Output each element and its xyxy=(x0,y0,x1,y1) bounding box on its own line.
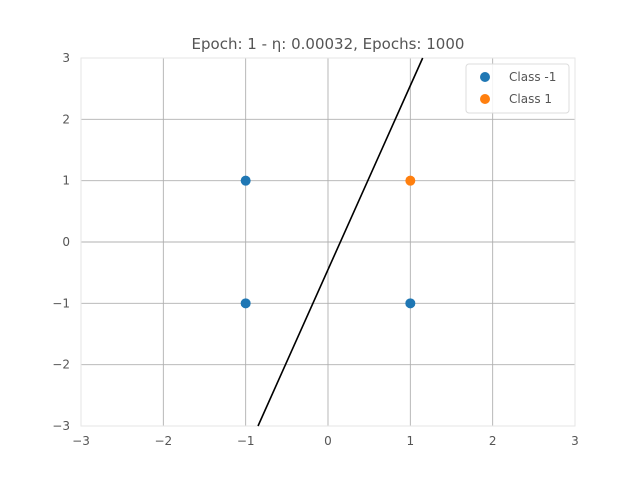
y-tick-label: −2 xyxy=(52,358,70,372)
data-points-layer xyxy=(240,175,416,309)
x-tick-label: −1 xyxy=(237,434,255,448)
x-tick-label: 1 xyxy=(407,434,415,448)
tick-labels: −3 −2 −1 0 1 2 3 −3 −2 −1 0 1 2 3 xyxy=(52,51,579,448)
data-point xyxy=(240,175,251,186)
axes-border xyxy=(80,57,576,427)
legend-marker xyxy=(480,72,490,82)
legend-label: Class 1 xyxy=(509,92,552,106)
legend-box xyxy=(465,63,570,114)
x-tick-label: 2 xyxy=(489,434,497,448)
data-point xyxy=(240,298,251,309)
axes-frame xyxy=(80,57,576,427)
y-tick-label: −1 xyxy=(52,296,70,310)
decision-boundary-layer xyxy=(257,57,424,427)
x-tick-label: 3 xyxy=(571,434,579,448)
y-tick-label: 1 xyxy=(62,174,70,188)
legend: Class -1 Class 1 xyxy=(465,63,570,114)
legend-label: Class -1 xyxy=(509,70,556,84)
x-tick-label: −2 xyxy=(154,434,172,448)
y-tick-label: −3 xyxy=(52,419,70,433)
y-tick-label: 2 xyxy=(62,112,70,126)
x-tick-label: −3 xyxy=(72,434,90,448)
x-tick-label: 0 xyxy=(324,434,332,448)
decision-boundary-line xyxy=(257,57,424,427)
y-tick-label: 3 xyxy=(62,51,70,65)
y-tick-label: 0 xyxy=(62,235,70,249)
chart-title: Epoch: 1 - η: 0.00032, Epochs: 1000 xyxy=(192,35,465,53)
data-point xyxy=(405,175,416,186)
legend-marker xyxy=(480,94,490,104)
data-point xyxy=(405,298,416,309)
